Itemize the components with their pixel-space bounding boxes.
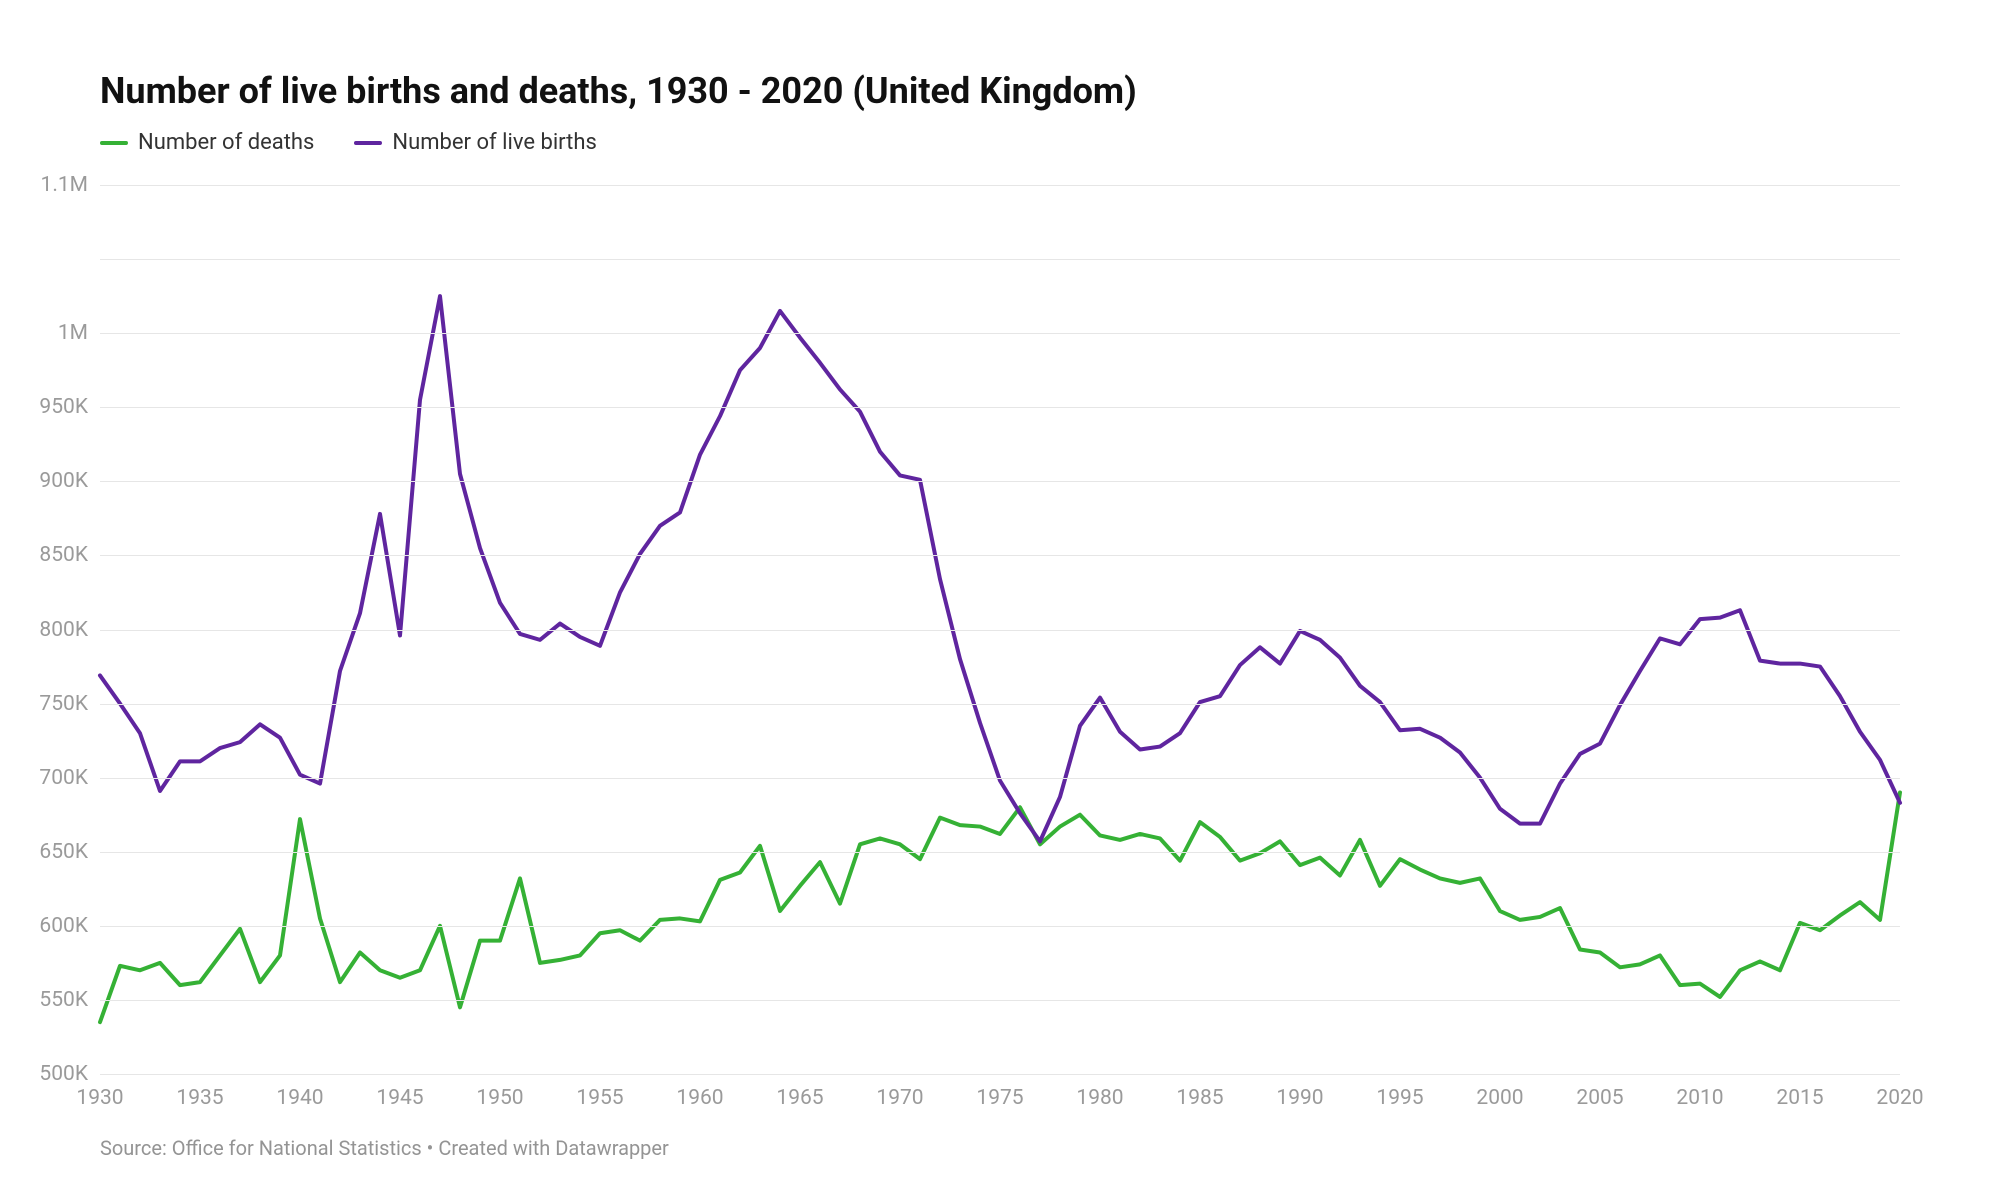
x-axis-label: 1975 [976, 1074, 1023, 1110]
gridline [100, 630, 1900, 631]
x-axis-label: 1990 [1276, 1074, 1323, 1110]
chart-container: Number of live births and deaths, 1930 -… [0, 0, 2000, 1200]
y-axis-label: 650K [39, 840, 100, 864]
x-axis-label: 1930 [76, 1074, 123, 1110]
x-axis-label: 2000 [1476, 1074, 1523, 1110]
y-axis-label: 550K [39, 988, 100, 1012]
legend: Number of deaths Number of live births [100, 130, 1900, 155]
x-axis-label: 1985 [1176, 1074, 1223, 1110]
y-axis-label: 950K [39, 395, 100, 419]
legend-label-deaths: Number of deaths [138, 130, 314, 155]
x-axis-label: 1940 [276, 1074, 323, 1110]
plot-area: 500K550K600K650K700K750K800K850K900K950K… [100, 185, 1900, 1074]
x-axis-label: 1980 [1076, 1074, 1123, 1110]
y-axis-label: 700K [39, 766, 100, 790]
series-line-births [100, 296, 1900, 841]
gridline [100, 926, 1900, 927]
y-axis-label: 1M [58, 321, 100, 345]
x-axis-label: 1995 [1376, 1074, 1423, 1110]
y-axis-label: 800K [39, 618, 100, 642]
y-axis-label: 850K [39, 543, 100, 567]
y-axis-label: 1.1M [41, 173, 100, 197]
x-axis-label: 2005 [1576, 1074, 1623, 1110]
gridline [100, 407, 1900, 408]
y-axis-label: 600K [39, 914, 100, 938]
gridline [100, 778, 1900, 779]
x-axis-label: 1960 [676, 1074, 723, 1110]
chart-title: Number of live births and deaths, 1930 -… [100, 70, 1900, 112]
y-axis-label: 750K [39, 692, 100, 716]
x-axis-label: 1935 [176, 1074, 223, 1110]
x-axis-label: 2020 [1876, 1074, 1923, 1110]
x-axis-label: 2015 [1776, 1074, 1823, 1110]
gridline [100, 333, 1900, 334]
y-axis-label: 900K [39, 469, 100, 493]
series-line-deaths [100, 792, 1900, 1022]
legend-item-deaths: Number of deaths [100, 130, 314, 155]
gridline [100, 259, 1900, 260]
legend-swatch-deaths [100, 141, 128, 145]
x-axis-label: 1945 [376, 1074, 423, 1110]
x-axis-label: 1970 [876, 1074, 923, 1110]
x-axis-label: 1955 [576, 1074, 623, 1110]
gridline [100, 1000, 1900, 1001]
gridline [100, 555, 1900, 556]
gridline [100, 481, 1900, 482]
legend-label-births: Number of live births [392, 130, 596, 155]
gridline [100, 704, 1900, 705]
gridline [100, 185, 1900, 186]
source-text: Source: Office for National Statistics •… [100, 1136, 1900, 1160]
x-axis-label: 1950 [476, 1074, 523, 1110]
x-axis-label: 1965 [776, 1074, 823, 1110]
legend-item-births: Number of live births [354, 130, 596, 155]
gridline [100, 852, 1900, 853]
legend-swatch-births [354, 141, 382, 145]
x-axis-label: 2010 [1676, 1074, 1723, 1110]
